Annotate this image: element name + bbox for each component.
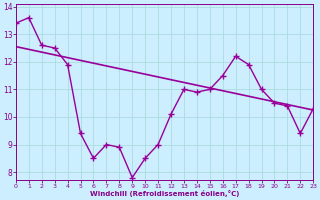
X-axis label: Windchill (Refroidissement éolien,°C): Windchill (Refroidissement éolien,°C): [90, 190, 239, 197]
